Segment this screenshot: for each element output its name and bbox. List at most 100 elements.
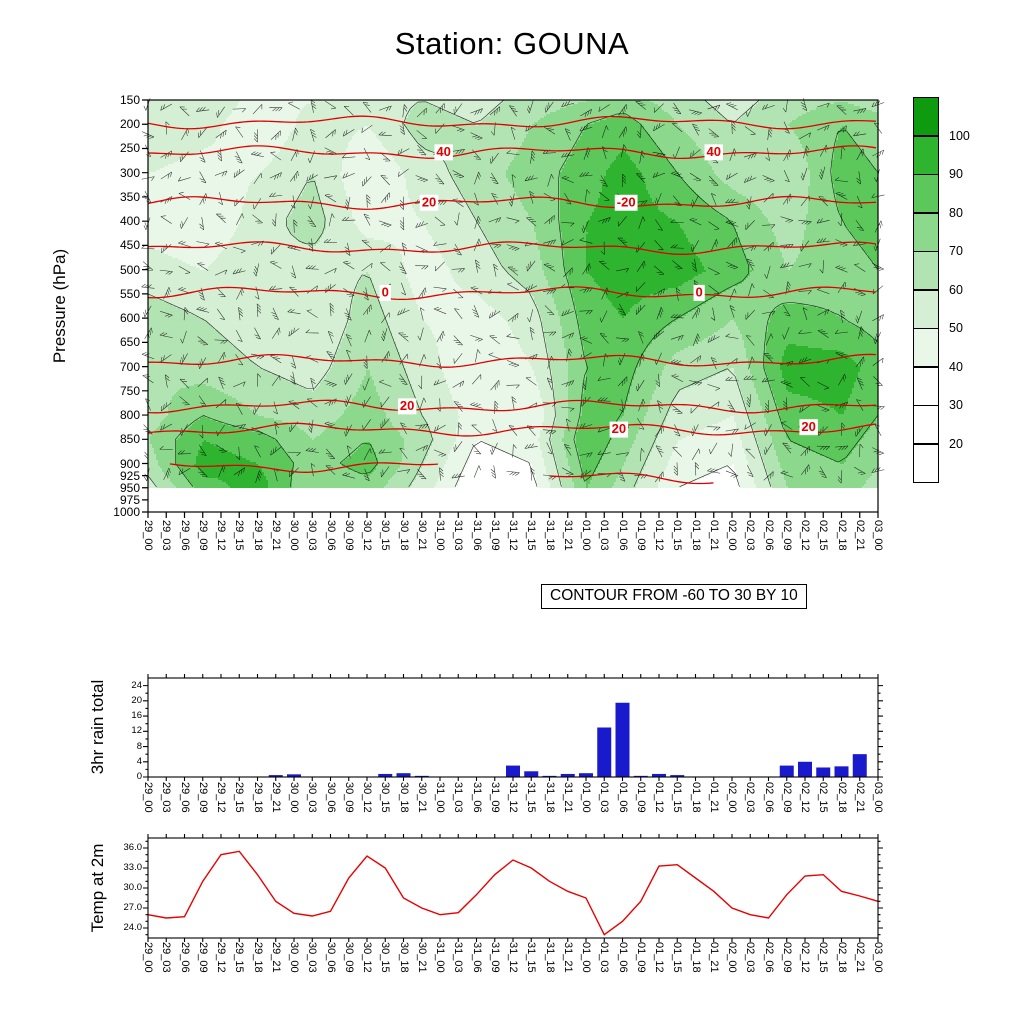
temp-time-label: 01_03 — [598, 942, 611, 973]
main-time-label: 01_18 — [689, 520, 702, 551]
temp-time-label: 03_00 — [872, 942, 884, 973]
rain-bar-canvas — [140, 670, 886, 785]
rain-time-label: 01_21 — [707, 782, 720, 813]
main-time-label: 30_12 — [361, 520, 373, 551]
pressure-axis-label: Pressure (hPa) — [50, 248, 69, 364]
rain-time-label: 02_21 — [853, 782, 866, 813]
rain-time-label: 01_18 — [689, 782, 702, 813]
colorbar-box — [913, 251, 939, 290]
pressure-tick-label: 300 — [119, 165, 140, 180]
rain-time-label: 29_09 — [196, 782, 209, 813]
rain-time-label: 31_21 — [561, 782, 574, 813]
main-time-label: 30_18 — [397, 520, 410, 551]
temp-time-label: 02_09 — [780, 942, 793, 973]
main-time-label: 31_18 — [543, 520, 556, 551]
rain-time-label: 30_18 — [397, 782, 410, 813]
temp-time-label: 02_15 — [817, 942, 830, 973]
temp-time-label: 31_21 — [561, 942, 574, 973]
main-time-label: 31_21 — [561, 520, 574, 551]
pressure-tick-label: 650 — [119, 335, 140, 350]
temp-time-label: 31_06 — [470, 942, 483, 973]
main-time-label: 31_09 — [488, 520, 501, 551]
main-time-label: 29_09 — [196, 520, 209, 551]
temp-time-label: 31_12 — [507, 942, 519, 973]
pressure-tick-label: 1000 — [113, 505, 140, 519]
main-time-label: 29_18 — [251, 520, 264, 551]
main-time-label: 02_09 — [780, 520, 793, 551]
colorbar-label: 70 — [949, 244, 963, 258]
temp-time-label: 29_00 — [142, 942, 154, 973]
rain-tick-label: 8 — [136, 740, 142, 752]
main-time-label: 29_00 — [142, 520, 154, 551]
pressure-tick-label: 975 — [119, 492, 140, 507]
temp-tick-label: 33.0 — [123, 862, 143, 873]
rain-time-label: 01_15 — [671, 782, 684, 813]
rain-time-label: 02_09 — [780, 782, 793, 813]
temp-time-label: 29_18 — [251, 942, 264, 973]
rain-time-label: 29_21 — [269, 782, 282, 813]
pressure-tick-label: 950 — [119, 480, 140, 495]
temp-time-label: 31_03 — [452, 942, 465, 973]
colorbar-box — [913, 443, 939, 483]
main-time-label: 01_21 — [707, 520, 720, 551]
rain-tick-label: 12 — [131, 725, 142, 737]
rain-time-label: 30_15 — [379, 782, 392, 813]
pressure-tick-label: 450 — [119, 238, 140, 253]
temp-line-canvas — [140, 830, 886, 946]
temp-time-label: 01_06 — [616, 942, 629, 973]
main-time-label: 31_06 — [470, 520, 483, 551]
rain-time-label: 01_00 — [580, 782, 592, 813]
temp-time-label: 02_03 — [744, 942, 757, 973]
temp-time-label: 02_06 — [762, 942, 775, 973]
temp-time-label: 29_03 — [160, 942, 173, 973]
temp-time-label: 31_09 — [488, 942, 501, 973]
pressure-tick-label: 250 — [119, 141, 140, 156]
colorbar-box — [913, 289, 939, 329]
main-time-label: 30_06 — [324, 520, 337, 551]
temp-tick-label: 24.0 — [123, 922, 143, 933]
temp-tick-label: 36.0 — [123, 842, 143, 853]
pressure-tick-label: 150 — [119, 93, 140, 107]
pressure-tick-label: 200 — [119, 117, 140, 132]
temp-time-label: 02_18 — [835, 942, 848, 973]
main-time-label: 29_06 — [178, 520, 191, 551]
main-time-label: 02_03 — [744, 520, 757, 551]
main-time-label: 02_00 — [726, 520, 738, 551]
contour-caption-text: CONTOUR FROM -60 TO 30 BY 10 — [550, 587, 798, 604]
main-time-label: 29_03 — [160, 520, 173, 551]
temp-time-label: 30_06 — [324, 942, 337, 973]
pressure-tick-label: 500 — [119, 262, 140, 277]
temp-time-label: 29_06 — [178, 942, 191, 973]
temp-time-label: 01_12 — [653, 942, 665, 973]
rain-time-label: 29_15 — [233, 782, 246, 813]
main-time-label: 29_15 — [233, 520, 246, 551]
main-time-label: 31_03 — [452, 520, 465, 551]
temp-time-label: 01_15 — [671, 942, 684, 973]
temp-time-label: 02_00 — [726, 942, 738, 973]
rain-time-label: 01_06 — [616, 782, 629, 813]
temp-time-label: 29_21 — [269, 942, 282, 973]
temp-time-label: 01_09 — [634, 942, 647, 973]
rain-time-label: 03_00 — [872, 782, 884, 813]
temp-time-label: 02_21 — [853, 942, 866, 973]
main-time-label: 02_15 — [817, 520, 830, 551]
pressure-tick-label: 800 — [119, 408, 140, 423]
pressure-tick-label: 900 — [119, 456, 140, 471]
main-time-label: 01_09 — [634, 520, 647, 551]
rain-time-label: 31_00 — [434, 782, 446, 813]
rain-time-label: 29_03 — [160, 782, 173, 813]
colorbar-label: 60 — [949, 282, 963, 297]
pressure-tick-label: 600 — [119, 311, 140, 326]
temp-time-label: 30_18 — [397, 942, 410, 973]
main-time-label: 03_00 — [872, 520, 884, 551]
main-time-label: 31_12 — [507, 520, 519, 551]
temp-time-label: 01_18 — [689, 942, 702, 973]
temp-time-label: 30_15 — [379, 942, 392, 973]
colorbar-label: 100 — [949, 128, 970, 143]
colorbar-box — [913, 366, 939, 406]
colorbar-label: 30 — [949, 398, 963, 412]
rain-time-label: 01_03 — [598, 782, 611, 813]
temp-time-label: 30_12 — [361, 942, 373, 973]
main-time-label: 02_12 — [799, 520, 811, 551]
